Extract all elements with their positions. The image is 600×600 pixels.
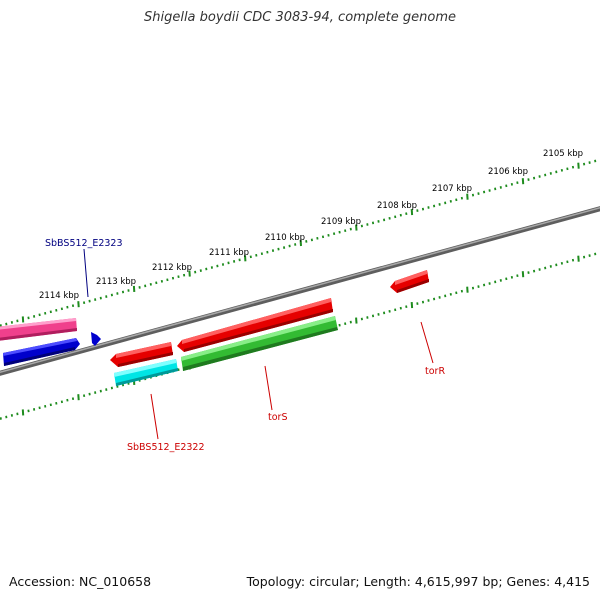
gene-red-small[interactable]: [110, 342, 173, 367]
accession-text: Accession: NC_010658: [9, 574, 152, 589]
gene-torR[interactable]: [390, 270, 429, 293]
forward-strand-features: [0, 270, 429, 367]
scale-label-2106: 2106 kbp: [488, 167, 528, 177]
reverse-strand-features: [3, 316, 338, 386]
label-torR[interactable]: torR: [425, 366, 445, 377]
scale-label-2105: 2105 kbp: [543, 149, 583, 159]
scale-label-2113: 2113 kbp: [96, 277, 136, 287]
scale-label-2112: 2112 kbp: [152, 263, 192, 273]
gene-pink-forward[interactable]: [0, 318, 77, 341]
genome-backbone: [0, 206, 600, 376]
scale-label-2107: 2107 kbp: [432, 184, 472, 194]
scale-label-2111: 2111 kbp: [209, 248, 249, 258]
gene-SbBS512_E2322[interactable]: [114, 359, 178, 386]
label-torS[interactable]: torS: [268, 412, 287, 423]
topology-text: Topology: circular; Length: 4,615,997 bp…: [246, 574, 590, 589]
scale-label-2108: 2108 kbp: [377, 201, 417, 211]
label-SbBS512_E2322[interactable]: SbBS512_E2322: [127, 442, 205, 453]
scale-label-2114: 2114 kbp: [39, 291, 79, 301]
map-title: Shigella boydii CDC 3083-94, complete ge…: [143, 10, 457, 25]
gene-SbBS512_E2323[interactable]: [3, 332, 101, 366]
scale-label-2109: 2109 kbp: [321, 217, 361, 227]
gene-torS[interactable]: [181, 316, 338, 371]
scale-label-2110: 2110 kbp: [265, 233, 305, 243]
feature-labels: SbBS512_E2323 SbBS512_E2322 torS torR: [45, 238, 445, 453]
scale-labels: 2105 kbp 2106 kbp 2107 kbp 2108 kbp 2109…: [39, 149, 583, 301]
outer-tick-ring: [0, 159, 597, 327]
label-SbBS512_E2323[interactable]: SbBS512_E2323: [45, 238, 123, 249]
gene-red-forward[interactable]: [177, 298, 333, 352]
